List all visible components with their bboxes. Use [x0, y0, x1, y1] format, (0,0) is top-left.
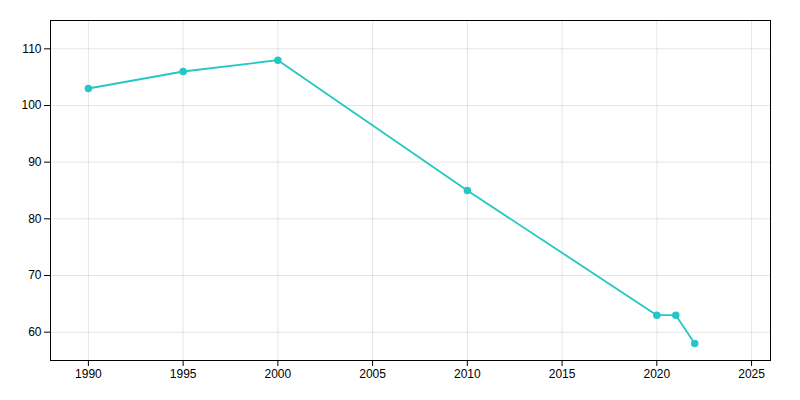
svg-text:2020: 2020 — [643, 367, 670, 381]
svg-text:1995: 1995 — [170, 367, 197, 381]
svg-text:2000: 2000 — [265, 367, 292, 381]
svg-text:60: 60 — [28, 325, 42, 339]
svg-text:70: 70 — [28, 268, 42, 282]
svg-text:110: 110 — [22, 42, 41, 56]
svg-text:2015: 2015 — [549, 367, 576, 381]
svg-text:2025: 2025 — [738, 367, 765, 381]
svg-text:90: 90 — [28, 155, 42, 169]
svg-text:100: 100 — [21, 98, 41, 112]
svg-text:1990: 1990 — [75, 367, 102, 381]
svg-text:80: 80 — [28, 212, 42, 226]
svg-text:2005: 2005 — [359, 367, 386, 381]
svg-text:2010: 2010 — [454, 367, 481, 381]
